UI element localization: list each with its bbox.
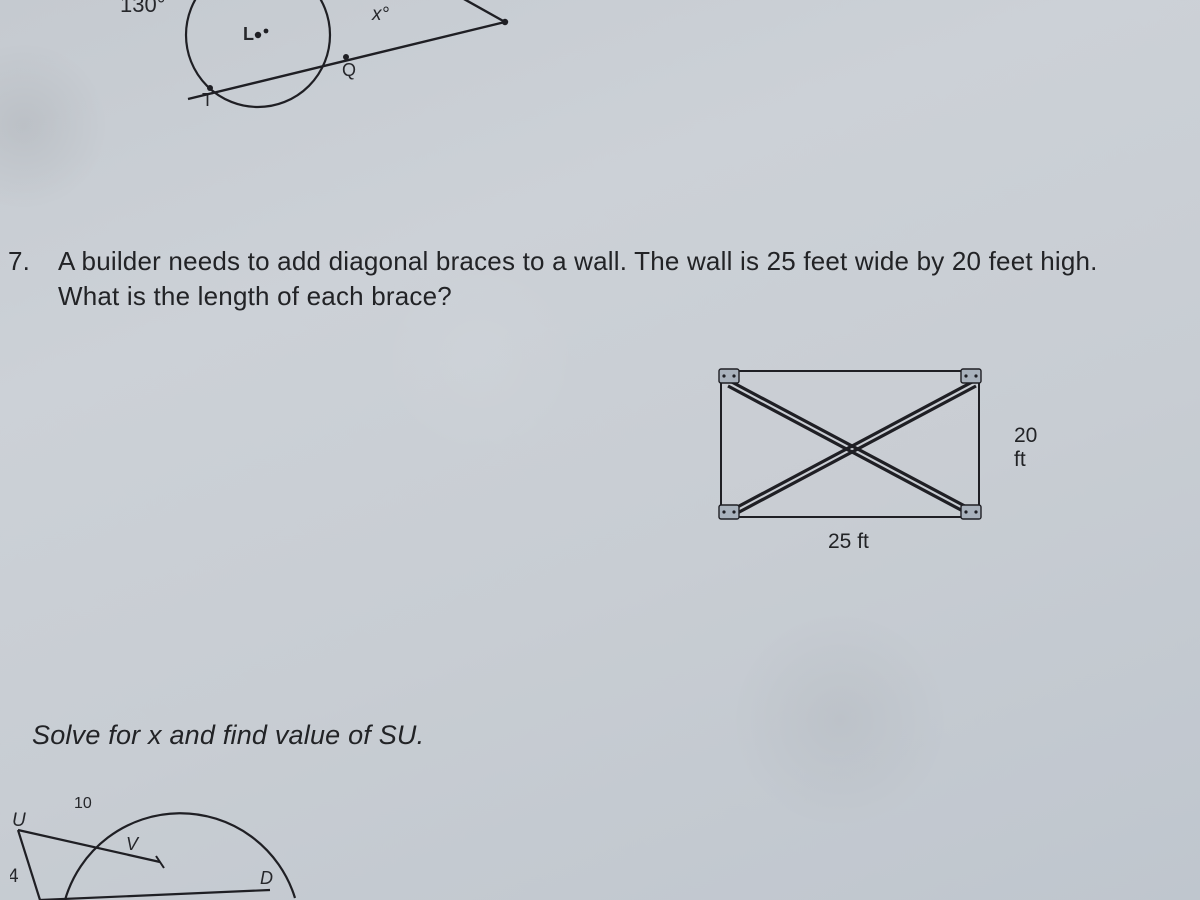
wall-height-label: 20 ft [1014, 424, 1037, 472]
label-U: U [12, 810, 26, 831]
label-D: D [260, 868, 273, 888]
problem-7-line2: What is the length of each brace? [58, 281, 452, 311]
problem-8-prompt: Solve for x and find value of SU. [32, 720, 424, 751]
circle-tangent-diagram: L T x° Q 130° [110, 0, 570, 140]
wall-diagram: 25 ft 20 ft [720, 370, 1010, 518]
label-UT-4: 4 [10, 866, 19, 887]
external-point-label: Q [342, 60, 356, 80]
center-label: L [243, 24, 254, 44]
problem-7-line1: A builder needs to add diagonal braces t… [58, 246, 1098, 276]
problem-7-number: 7. [8, 244, 30, 279]
circle-diagram-svg: L T x° Q 130° [110, 0, 570, 140]
label-V: V [126, 834, 140, 854]
arc-130-label: 130° [120, 0, 166, 17]
su-diagram-svg: U 10 V 4 T x + 6 D [10, 770, 370, 900]
problem-7: 7. A builder needs to add diagonal brace… [0, 244, 1200, 314]
label-UV-10: 10 [74, 795, 92, 812]
angle-x-label: x° [371, 4, 390, 25]
su-diagram: U 10 V 4 T x + 6 D [10, 770, 330, 900]
wall-width-label: 25 ft [828, 530, 869, 554]
wall-rectangle [720, 370, 980, 518]
